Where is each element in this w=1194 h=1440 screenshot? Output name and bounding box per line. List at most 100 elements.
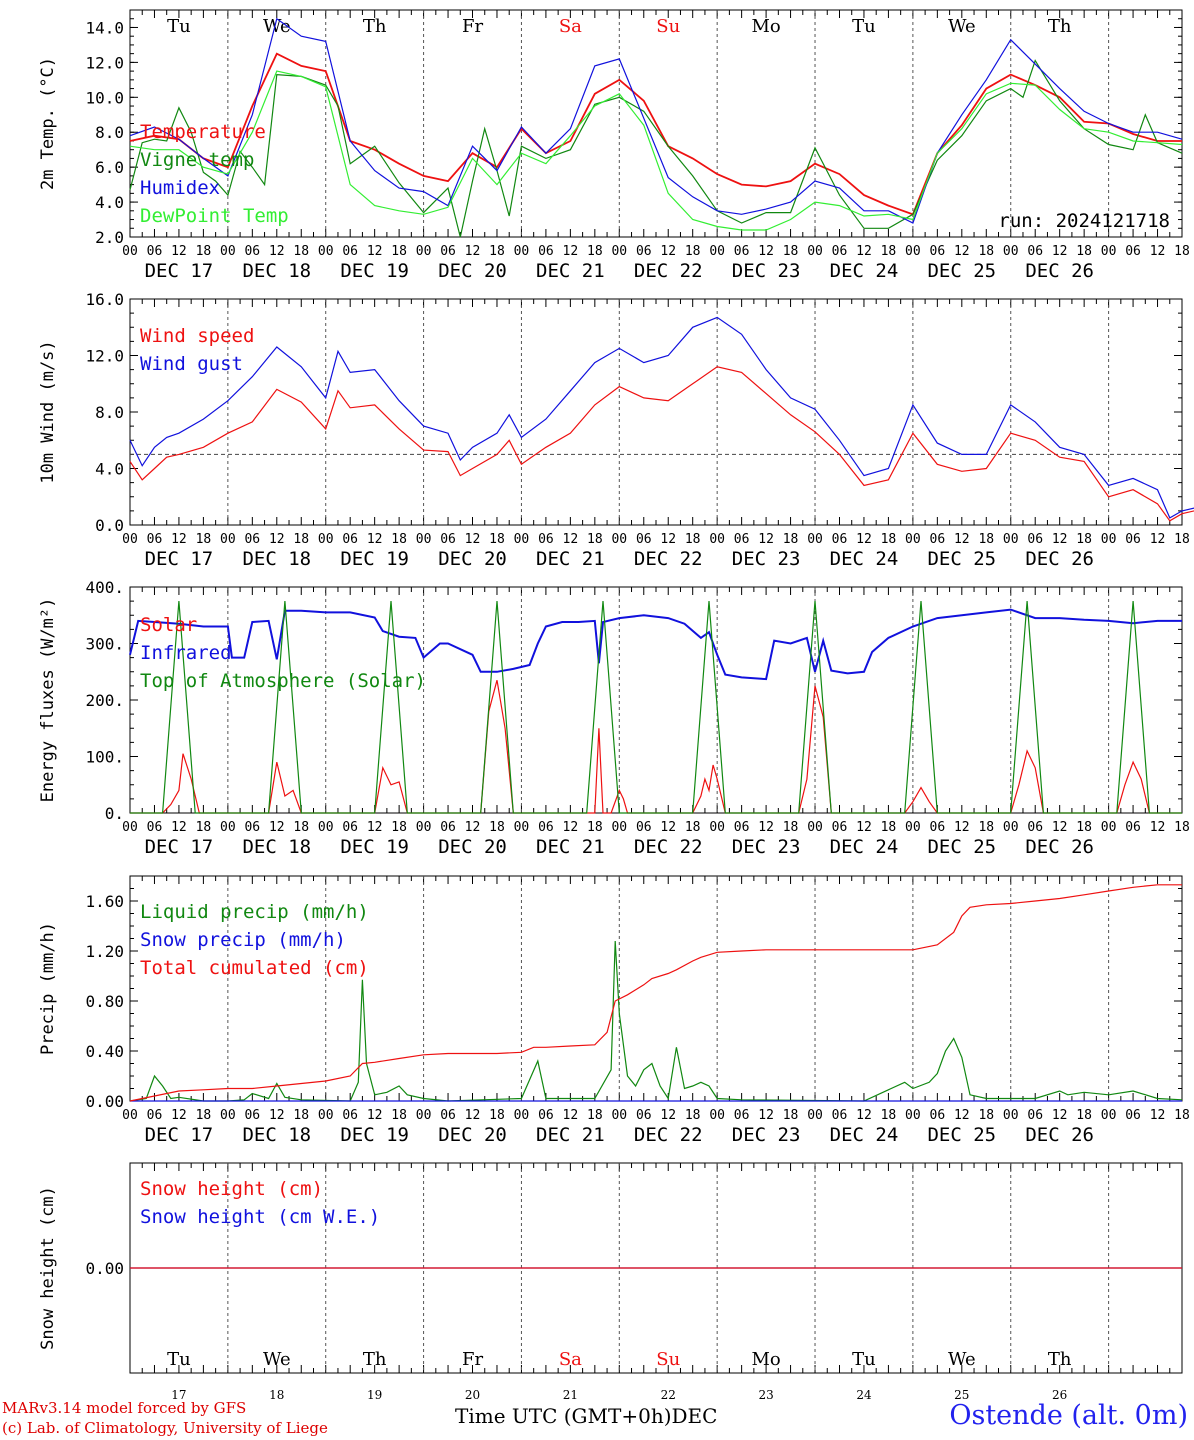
hour-tick-label: 00 bbox=[514, 244, 530, 259]
series-line-wind-speed bbox=[129, 366, 1194, 522]
hour-tick-label: 18 bbox=[783, 244, 799, 259]
hour-tick-label: 06 bbox=[147, 820, 163, 835]
hour-tick-label: 06 bbox=[734, 532, 750, 547]
hour-tick-label: 18 bbox=[1174, 1108, 1190, 1123]
hour-tick-label: 18 bbox=[978, 532, 994, 547]
hour-tick-label: 18 bbox=[196, 820, 212, 835]
y-tick-label: 12.0 bbox=[85, 53, 124, 72]
weekday-label: Th bbox=[1048, 1349, 1072, 1370]
hour-tick-label: 12 bbox=[367, 532, 383, 547]
hour-tick-label: 12 bbox=[367, 244, 383, 259]
hour-tick-label: 18 bbox=[978, 244, 994, 259]
legend-entry: DewPoint Temp bbox=[140, 205, 289, 227]
hour-tick-label: 12 bbox=[758, 532, 774, 547]
date-label: DEC 22 bbox=[634, 548, 703, 570]
hour-tick-label: 12 bbox=[660, 532, 676, 547]
hour-tick-label: 12 bbox=[954, 820, 970, 835]
hour-tick-label: 06 bbox=[1027, 244, 1043, 259]
date-label: DEC 26 bbox=[1025, 260, 1094, 282]
hour-tick-label: 18 bbox=[293, 532, 309, 547]
hour-tick-label: 00 bbox=[220, 532, 236, 547]
hour-tick-label: 00 bbox=[220, 1108, 236, 1123]
date-label: DEC 17 bbox=[145, 836, 214, 858]
hour-tick-label: 12 bbox=[954, 532, 970, 547]
hour-tick-label: 18 bbox=[978, 820, 994, 835]
day-number-label: 26 bbox=[1052, 1388, 1067, 1402]
hour-tick-label: 12 bbox=[758, 244, 774, 259]
run-label: run: 2024121718 bbox=[998, 210, 1170, 232]
hour-tick-label: 12 bbox=[856, 1108, 872, 1123]
hour-tick-label: 18 bbox=[587, 820, 603, 835]
hour-tick-label: 06 bbox=[930, 532, 946, 547]
hour-tick-label: 12 bbox=[367, 1108, 383, 1123]
hour-tick-label: 06 bbox=[538, 244, 554, 259]
legend-entry: Infrared bbox=[140, 642, 232, 664]
hour-tick-label: 18 bbox=[783, 532, 799, 547]
hour-tick-label: 18 bbox=[1076, 1108, 1092, 1123]
hour-tick-label: 12 bbox=[954, 244, 970, 259]
weekday-label: Sa bbox=[559, 16, 582, 37]
weekday-label: We bbox=[263, 16, 291, 37]
hour-tick-label: 00 bbox=[514, 532, 530, 547]
hour-tick-label: 12 bbox=[563, 244, 579, 259]
panel-frame bbox=[129, 586, 1183, 814]
hour-tick-label: 12 bbox=[856, 532, 872, 547]
hour-tick-label: 00 bbox=[514, 1108, 530, 1123]
date-label: DEC 23 bbox=[732, 1124, 801, 1146]
hour-tick-label: 18 bbox=[587, 532, 603, 547]
hour-tick-label: 18 bbox=[587, 1108, 603, 1123]
hour-tick-label: 12 bbox=[171, 244, 187, 259]
date-label: DEC 26 bbox=[1025, 1124, 1094, 1146]
hour-tick-label: 12 bbox=[856, 244, 872, 259]
hour-tick-label: 18 bbox=[293, 1108, 309, 1123]
hour-tick-label: 12 bbox=[269, 1108, 285, 1123]
y-axis-label: Snow height (cm) bbox=[38, 1186, 58, 1350]
hour-tick-label: 06 bbox=[832, 1108, 848, 1123]
date-label: DEC 21 bbox=[536, 836, 605, 858]
date-label: DEC 23 bbox=[732, 836, 801, 858]
legend-entry: Solar bbox=[140, 614, 197, 636]
y-tick-label: 0. bbox=[105, 804, 124, 823]
hour-tick-label: 12 bbox=[1150, 1108, 1166, 1123]
hour-tick-label: 00 bbox=[807, 820, 823, 835]
hour-tick-label: 12 bbox=[269, 244, 285, 259]
y-tick-label: 0.00 bbox=[85, 1259, 124, 1278]
date-label: DEC 23 bbox=[732, 260, 801, 282]
y-tick-label: 400. bbox=[85, 578, 124, 597]
hour-tick-label: 18 bbox=[391, 244, 407, 259]
legend-entry: Vigne temp bbox=[140, 149, 254, 171]
hour-tick-label: 06 bbox=[440, 532, 456, 547]
date-label: DEC 26 bbox=[1025, 548, 1094, 570]
hour-tick-label: 12 bbox=[954, 1108, 970, 1123]
hour-tick-label: 12 bbox=[1052, 532, 1068, 547]
date-label: DEC 22 bbox=[634, 260, 703, 282]
legend-entry: Wind speed bbox=[140, 325, 254, 347]
legend-entry: Snow height (cm) bbox=[140, 1178, 323, 1200]
hour-tick-label: 06 bbox=[930, 1108, 946, 1123]
hour-tick-label: 06 bbox=[440, 820, 456, 835]
date-label: DEC 18 bbox=[242, 260, 311, 282]
hour-tick-label: 18 bbox=[1076, 244, 1092, 259]
hour-tick-label: 00 bbox=[807, 1108, 823, 1123]
date-label: DEC 25 bbox=[927, 1124, 996, 1146]
hour-tick-label: 06 bbox=[538, 820, 554, 835]
weekday-label: Mo bbox=[751, 16, 780, 37]
hour-tick-label: 18 bbox=[881, 532, 897, 547]
hour-tick-label: 12 bbox=[1150, 244, 1166, 259]
date-label: DEC 22 bbox=[634, 836, 703, 858]
hour-tick-label: 06 bbox=[1125, 532, 1141, 547]
weekday-label: Tu bbox=[167, 1349, 191, 1370]
hour-tick-label: 06 bbox=[734, 1108, 750, 1123]
y-tick-label: 8.0 bbox=[95, 403, 124, 422]
date-label: DEC 19 bbox=[340, 836, 409, 858]
date-label: DEC 23 bbox=[732, 548, 801, 570]
date-label: DEC 20 bbox=[438, 260, 507, 282]
date-label: DEC 24 bbox=[830, 836, 899, 858]
hour-tick-label: 06 bbox=[147, 532, 163, 547]
hour-tick-label: 00 bbox=[416, 1108, 432, 1123]
hour-tick-label: 00 bbox=[122, 532, 138, 547]
hour-tick-label: 18 bbox=[489, 532, 505, 547]
hour-tick-label: 00 bbox=[1003, 1108, 1019, 1123]
weekday-label: Th bbox=[1048, 16, 1072, 37]
hour-tick-label: 00 bbox=[416, 820, 432, 835]
